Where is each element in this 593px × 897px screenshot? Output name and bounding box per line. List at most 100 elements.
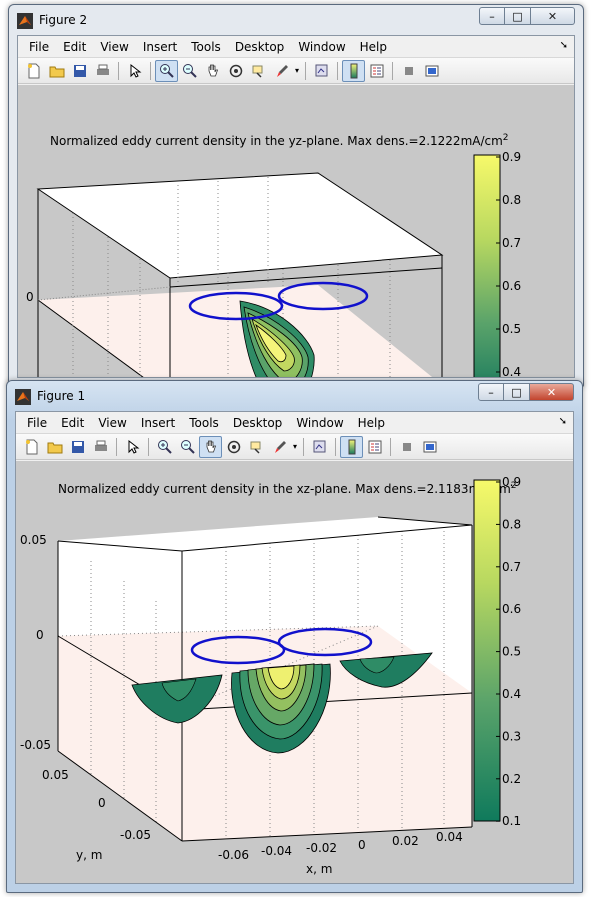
y-axis-label: y, m (76, 848, 102, 862)
figure-canvas[interactable]: 0.05 0 -0.05 0.05 0 -0.05 y, m -0.06 -0.… (16, 461, 573, 883)
save-button[interactable] (66, 436, 89, 458)
hide-plot-tools-button[interactable] (397, 60, 420, 82)
pointer-icon (130, 63, 141, 78)
colorbar-tick-label: 0.9 (502, 475, 521, 489)
save-button[interactable] (68, 60, 91, 82)
dock-arrow-icon[interactable]: ➘ (558, 416, 567, 427)
axes-3d[interactable]: 0 Normalized eddy current density in the… (18, 85, 574, 377)
edit-plot-button[interactable] (121, 436, 144, 458)
menu-help[interactable]: Help (359, 39, 387, 54)
open-folder-icon (47, 442, 62, 453)
print-button[interactable] (89, 436, 112, 458)
coil-left (190, 635, 286, 665)
hide-plot-tools-icon (404, 66, 413, 75)
dock-arrow-icon[interactable]: ➘ (559, 40, 568, 51)
colorbar-tick-label: 0.4 (502, 365, 521, 377)
show-plot-tools-icon (425, 65, 438, 76)
menu-file[interactable]: File (27, 415, 48, 430)
link-plot-button[interactable] (310, 60, 333, 82)
new-file-button[interactable] (20, 436, 43, 458)
eddy-current-surface-left (131, 674, 223, 724)
colorbar-tick-label: 0.5 (502, 322, 521, 336)
colorbar-tick-label: 0.5 (502, 645, 521, 659)
open-button[interactable] (43, 436, 66, 458)
menu-window[interactable]: Window (298, 39, 346, 54)
brush-button[interactable] (268, 436, 291, 458)
eddy-current-surface-right (339, 652, 433, 688)
eddy-current-surface-center (231, 663, 331, 754)
menu-tools[interactable]: Tools (191, 39, 221, 54)
menu-insert[interactable]: Insert (140, 415, 176, 430)
colorbar[interactable] (473, 154, 501, 377)
colorbar-tick-label: 0.9 (502, 150, 521, 164)
zoom-out-button[interactable] (176, 436, 199, 458)
new-file-button[interactable] (22, 60, 45, 82)
menu-desktop[interactable]: Desktop (232, 415, 283, 430)
print-icon (94, 440, 107, 451)
y-tick-label: 0 (98, 796, 106, 810)
colorbar-tick-label: 0.7 (502, 560, 521, 574)
rotate-button[interactable] (224, 60, 247, 82)
chevron-down-icon: ▾ (294, 66, 299, 75)
maximize-button[interactable]: □ (505, 7, 531, 25)
colorbar-button[interactable] (342, 59, 365, 82)
brush-button[interactable] (270, 60, 293, 82)
zoom-out-icon (180, 439, 195, 454)
menu-help[interactable]: Help (357, 415, 385, 430)
colorbar-ticks: 0.90.80.70.60.50.40.3 (496, 150, 521, 377)
link-plot-button[interactable] (308, 436, 331, 458)
figure-toolbar: ▾ (16, 434, 573, 460)
pan-button[interactable] (201, 60, 224, 82)
colorbar-tick-label: 0.6 (502, 279, 521, 293)
menu-window[interactable]: Window (296, 415, 344, 430)
axes-3d[interactable]: 0.05 0 -0.05 0.05 0 -0.05 y, m -0.06 -0.… (16, 461, 573, 883)
data-cursor-button[interactable] (247, 60, 270, 82)
lower-left-face (58, 636, 182, 841)
window-title: Figure 1 (37, 389, 86, 403)
close-button[interactable]: ✕ (530, 383, 574, 401)
brush-icon (274, 440, 286, 453)
menu-view[interactable]: View (100, 39, 129, 54)
close-button[interactable]: ✕ (531, 7, 575, 25)
colorbar[interactable] (473, 479, 501, 822)
menu-tools[interactable]: Tools (189, 415, 219, 430)
menu-edit[interactable]: Edit (63, 39, 87, 54)
print-button[interactable] (91, 60, 114, 82)
minimize-button[interactable]: – (479, 7, 505, 25)
z-tick-label: 0 (26, 290, 34, 304)
zoom-in-button[interactable] (153, 436, 176, 458)
edit-plot-button[interactable] (123, 60, 146, 82)
minimize-button[interactable]: – (478, 383, 504, 401)
menu-insert[interactable]: Insert (142, 39, 178, 54)
figure-canvas[interactable]: 0 Normalized eddy current density in the… (18, 85, 574, 377)
show-plot-tools-button[interactable] (418, 436, 441, 458)
show-plot-tools-button[interactable] (420, 60, 443, 82)
brush-dropdown[interactable]: ▾ (291, 436, 299, 458)
menu-edit[interactable]: Edit (61, 415, 85, 430)
hide-plot-tools-button[interactable] (395, 436, 418, 458)
brush-dropdown[interactable]: ▾ (293, 60, 301, 82)
zoom-in-icon (159, 63, 174, 78)
title-bar[interactable]: Figure 1 – □ ✕ (7, 381, 582, 411)
menu-desktop[interactable]: Desktop (234, 39, 285, 54)
legend-button[interactable] (363, 436, 386, 458)
x-tick-label: -0.02 (306, 841, 337, 855)
menu-view[interactable]: View (98, 415, 127, 430)
figure-1-window[interactable]: Figure 1 – □ ✕ File Edit View Insert Too… (6, 380, 583, 893)
box-top-face (36, 172, 444, 279)
open-button[interactable] (45, 60, 68, 82)
data-cursor-button[interactable] (245, 436, 268, 458)
legend-button[interactable] (365, 60, 388, 82)
title-bar[interactable]: Figure 2 – □ ✕ (9, 5, 583, 35)
maximize-button[interactable]: □ (504, 383, 530, 401)
colorbar-button[interactable] (340, 435, 363, 458)
menu-file[interactable]: File (29, 39, 50, 54)
x-tick-label: 0 (358, 838, 366, 852)
figure-2-window[interactable]: Figure 2 – □ ✕ File Edit View Insert Too… (8, 4, 584, 387)
pan-button[interactable] (199, 435, 222, 458)
rotate-button[interactable] (222, 436, 245, 458)
box-top-face (58, 517, 472, 551)
brush-icon (276, 64, 288, 77)
zoom-out-button[interactable] (178, 60, 201, 82)
zoom-in-button[interactable] (155, 59, 178, 82)
